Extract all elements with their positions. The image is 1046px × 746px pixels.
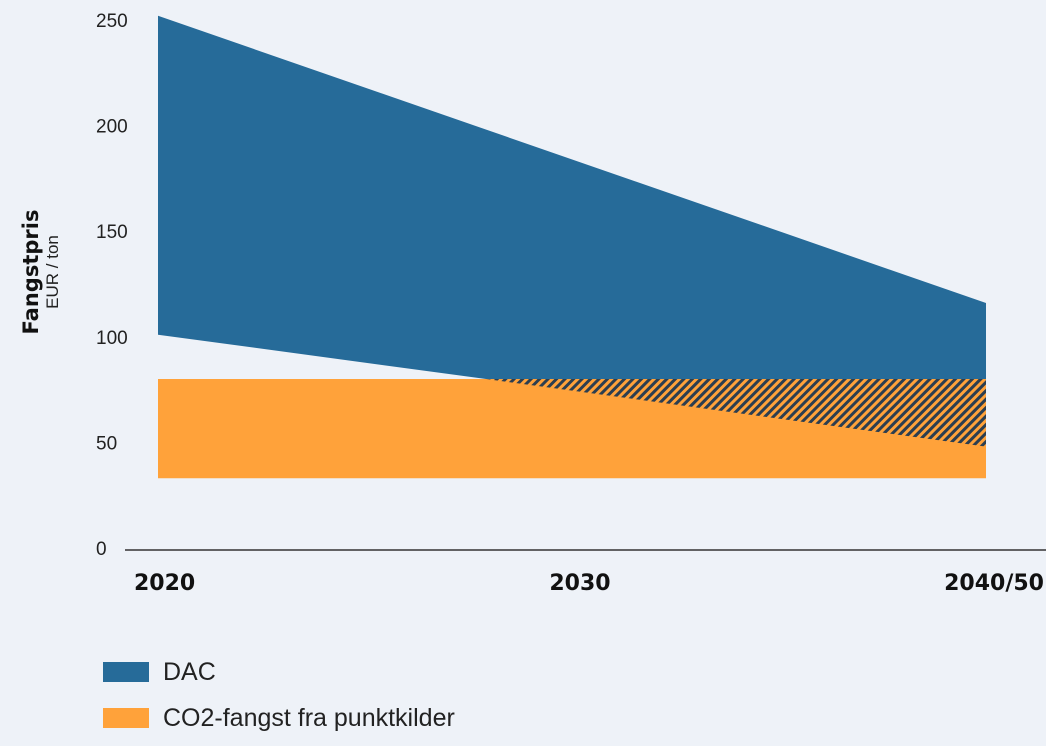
area-overlap-hatched xyxy=(486,379,986,447)
x-tick-label: 2030 xyxy=(549,571,610,596)
legend: DAC CO2-fangst fra punktkilder xyxy=(103,654,455,746)
legend-swatch-dac xyxy=(103,662,149,682)
y-tick-label: 50 xyxy=(96,433,117,454)
legend-item-point-sources: CO2-fangst fra punktkilder xyxy=(103,700,455,736)
legend-swatch-point-sources xyxy=(103,708,149,728)
y-axis-label: Fangstpris xyxy=(19,210,43,335)
y-tick-label: 100 xyxy=(96,328,128,349)
legend-label-dac: DAC xyxy=(163,657,216,686)
y-tick-label: 250 xyxy=(96,11,128,32)
chart: 0 50 100 150 200 250 2020 2030 2040/50 Fangstpr… xyxy=(19,11,1046,596)
y-axis-unit: EUR / ton xyxy=(43,235,62,309)
legend-label-point-sources: CO2-fangst fra punktkilder xyxy=(163,703,455,732)
y-tick-label: 150 xyxy=(96,222,128,243)
y-axis-title: Fangstpris EUR / ton xyxy=(19,210,62,335)
legend-item-dac: DAC xyxy=(103,654,455,690)
area-dac xyxy=(158,15,986,380)
y-tick-label: 0 xyxy=(96,539,107,560)
x-tick-label: 2040/50 xyxy=(944,571,1044,596)
x-tick-label: 2020 xyxy=(134,571,195,596)
y-tick-label: 200 xyxy=(96,117,128,138)
